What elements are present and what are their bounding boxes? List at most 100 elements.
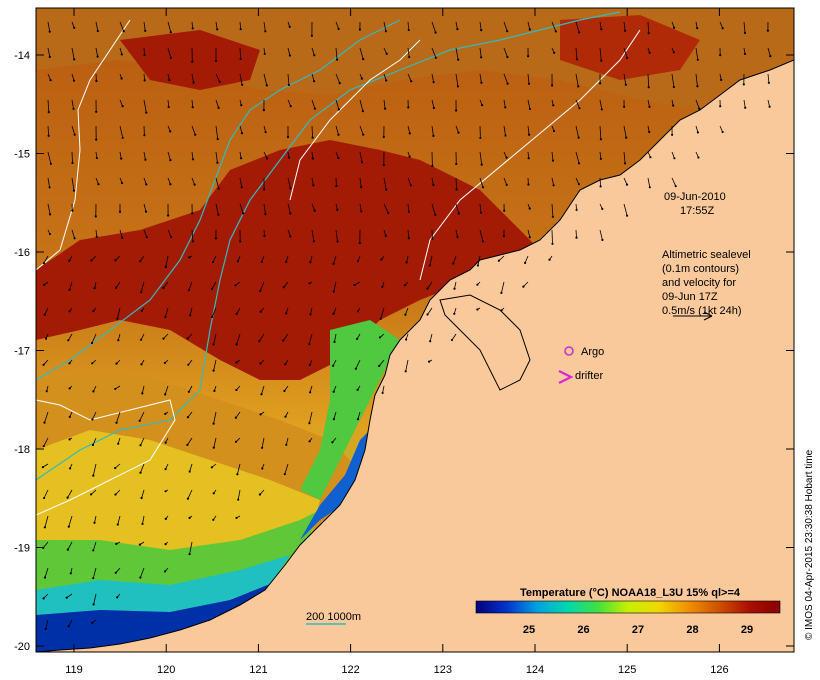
velocity-arrow (455, 47, 459, 60)
velocity-arrow-head (332, 290, 335, 293)
velocity-arrow (743, 99, 746, 108)
velocity-arrow (92, 411, 97, 420)
velocity-arrow-head (481, 104, 484, 107)
velocity-arrow-head (92, 603, 95, 606)
velocity-arrow (93, 593, 97, 605)
velocity-arrow-head (332, 364, 335, 367)
colorbar-tick-label: 27 (632, 624, 644, 636)
velocity-arrow-head (599, 82, 602, 85)
velocity-arrow (599, 177, 601, 187)
velocity-arrow-head (284, 415, 287, 418)
velocity-arrow-head (214, 59, 218, 63)
depth-legend-label: 200 1000m (306, 611, 361, 623)
velocity-arrow-head (212, 343, 215, 346)
velocity-arrow-head (286, 135, 290, 139)
velocity-arrow-head (332, 418, 335, 421)
velocity-arrow-head (434, 56, 437, 59)
argo-icon (564, 346, 574, 356)
velocity-arrow-head (696, 58, 699, 61)
velocity-arrow (623, 151, 626, 164)
velocity-arrow-head (284, 363, 287, 366)
velocity-arrow (47, 47, 51, 57)
velocity-arrow-head (577, 183, 581, 186)
velocity-arrow (431, 47, 437, 58)
velocity-arrow (527, 73, 530, 84)
velocity-arrow-head (625, 136, 628, 139)
velocity-arrow-head (285, 312, 288, 315)
velocity-arrow (140, 437, 145, 446)
velocity-arrow (282, 333, 289, 341)
cold-nearshore-zone (36, 560, 300, 652)
colorbar-tick-label: 29 (741, 624, 753, 636)
velocity-arrow-head (500, 309, 503, 312)
velocity-arrow-head (720, 78, 723, 81)
velocity-arrow-head (139, 471, 142, 474)
velocity-arrow-head (213, 389, 216, 392)
velocity-arrow-head (506, 82, 509, 85)
velocity-arrow-head (120, 157, 123, 160)
velocity-arrow-head (404, 313, 407, 316)
velocity-arrow-head (42, 262, 46, 265)
velocity-arrow-head (354, 367, 357, 370)
velocity-arrow-head (96, 55, 99, 58)
velocity-arrow-head (216, 28, 219, 31)
velocity-arrow-head (240, 104, 243, 107)
velocity-arrow-head (551, 84, 554, 87)
velocity-arrow (215, 151, 218, 163)
velocity-arrow-head (455, 188, 458, 191)
velocity-arrow-head (66, 548, 69, 551)
velocity-arrow-head (236, 260, 240, 263)
x-axis-ticks (73, 8, 720, 652)
velocity-arrow-head (188, 256, 191, 259)
velocity-arrow-head (432, 134, 435, 137)
velocity-arrow-head (480, 56, 483, 59)
velocity-arrow (141, 385, 145, 394)
velocity-arrow-head (504, 134, 507, 137)
velocity-arrow-head (67, 339, 70, 342)
velocity-arrow-head (216, 161, 219, 164)
velocity-arrow-head (138, 543, 141, 546)
velocity-arrow (187, 489, 193, 499)
velocity-arrow-head (169, 183, 172, 186)
velocity-arrow-head (263, 234, 266, 238)
velocity-arrow-head (49, 79, 52, 82)
velocity-arrow (164, 385, 169, 395)
velocity-arrow-head (671, 133, 674, 136)
velocity-arrow (47, 125, 50, 136)
longitude-tick-label: 124 (526, 664, 544, 676)
velocity-arrow-head (600, 28, 603, 31)
colorbar-tick-label: 28 (686, 624, 698, 636)
velocity-arrow-head (139, 576, 142, 579)
velocity-arrow (359, 151, 363, 163)
coastal-green-strip (300, 320, 400, 500)
velocity-arrow-head (479, 136, 482, 139)
velocity-arrow-head (121, 136, 124, 139)
velocity-arrow-head (313, 80, 316, 83)
velocity-arrow (383, 203, 389, 214)
velocity-arrow (767, 99, 770, 107)
colorbar-tick-label: 26 (577, 624, 589, 636)
velocity-arrow (455, 73, 459, 87)
velocity-arrow (407, 203, 410, 212)
velocity-arrow-head (48, 186, 51, 189)
velocity-arrow (287, 73, 290, 85)
velocity-arrow-head (362, 58, 365, 61)
velocity-arrow (261, 437, 265, 448)
velocity-arrow-head (67, 525, 70, 528)
velocity-arrow-head (162, 337, 165, 340)
velocity-arrow-head (426, 313, 429, 316)
map-frame (35, 7, 795, 653)
velocity-arrow-head (528, 236, 531, 239)
velocity-arrow (92, 541, 97, 551)
velocity-arrow (71, 47, 75, 60)
velocity-arrow (695, 47, 699, 60)
velocity-arrow-head (42, 445, 45, 448)
velocity-arrow-head (456, 235, 459, 239)
velocity-arrow (527, 229, 531, 238)
velocity-arrow-head (312, 240, 315, 243)
velocity-arrow-head (500, 291, 503, 294)
velocity-arrow-head (72, 79, 76, 82)
velocity-arrow-head (68, 310, 71, 313)
velocity-arrow (503, 47, 508, 58)
velocity-arrow-head (242, 212, 245, 215)
